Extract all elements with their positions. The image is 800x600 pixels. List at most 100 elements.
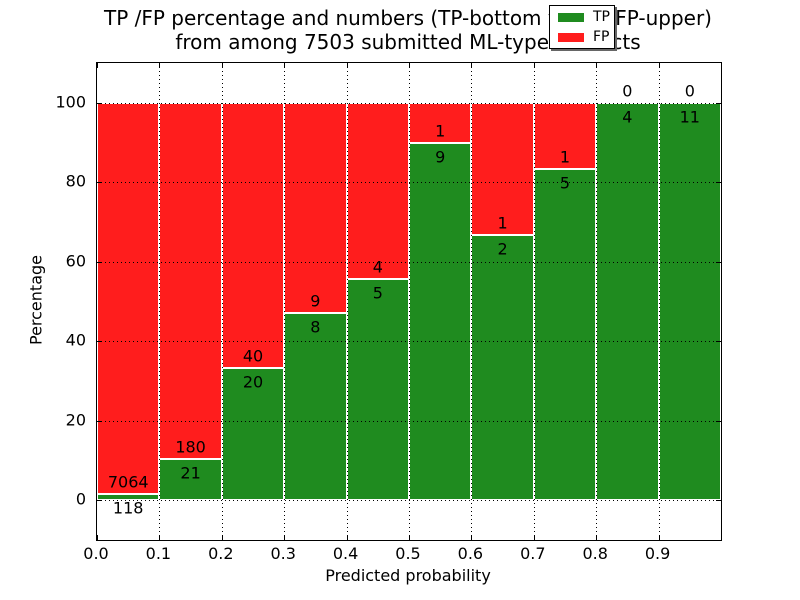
- x-tick-label: 0.4: [332, 544, 359, 563]
- bar-label-tp: 9: [435, 147, 446, 166]
- x-tick: [159, 535, 161, 540]
- x-tick: [284, 63, 286, 68]
- bar-segment-tp: [533, 169, 597, 501]
- bar-label-fp: 1: [435, 121, 446, 140]
- x-tick-label: 0.0: [83, 544, 109, 563]
- bar-label-tp: 5: [559, 173, 571, 193]
- y-tick: [97, 182, 102, 184]
- x-tick: [596, 535, 598, 540]
- legend-swatch-fp: [558, 32, 584, 42]
- x-tick-label: 0.2: [208, 544, 234, 563]
- y-tick: [97, 102, 102, 104]
- x-tick: [284, 535, 286, 540]
- legend-entry-tp: TP: [558, 10, 614, 24]
- x-tick: [159, 63, 161, 68]
- bar-label-fp: 0: [622, 81, 633, 101]
- bar-label-tp: 8: [310, 317, 321, 337]
- y-tick: [716, 102, 721, 104]
- x-gridline: [471, 63, 473, 540]
- x-tick: [409, 63, 410, 68]
- bar-label-tp: 20: [242, 372, 264, 392]
- x-tick: [658, 535, 660, 540]
- y-tick-label: 0: [75, 489, 86, 509]
- y-tick: [716, 261, 721, 263]
- bar-label-tp: 2: [497, 239, 508, 259]
- x-tick: [533, 63, 535, 68]
- legend-label: FP: [593, 29, 610, 45]
- x-tick: [471, 535, 473, 540]
- bar-label-fp: 1: [559, 147, 571, 167]
- x-tick-label: 0.3: [270, 544, 296, 563]
- bar-label-tp: 118: [112, 498, 144, 518]
- y-tick: [97, 500, 102, 502]
- bar-label-fp: 40: [242, 346, 264, 366]
- bar-label-tp: 21: [180, 463, 201, 483]
- y-tick: [716, 500, 721, 502]
- bar-label-tp: 11: [679, 107, 700, 127]
- bar-segment-fp: [533, 102, 597, 169]
- bar-label-tp: 5: [372, 283, 383, 303]
- legend-entry-fp: FP: [558, 30, 614, 44]
- y-tick: [716, 420, 721, 422]
- bar-segment-tp: [346, 279, 409, 501]
- plot-area: 7064 118 180 21 40 20 9 8 4 5 1 9 1 2 1 5 0 4 0 11: [96, 62, 722, 541]
- x-gridline: [658, 63, 660, 540]
- y-tick: [716, 182, 721, 184]
- x-gridline: [284, 63, 286, 540]
- y-tick: [97, 420, 102, 422]
- y-tick-label: 20: [65, 410, 86, 430]
- bar-label-fp: 1: [497, 213, 508, 233]
- bar-segment-fp: [97, 102, 160, 494]
- legend-label: TP: [593, 9, 610, 25]
- bar-segment-fp: [284, 102, 347, 314]
- bar-segment-fp: [346, 102, 409, 280]
- x-tick: [409, 535, 410, 540]
- x-gridline: [409, 63, 410, 540]
- x-tick: [533, 535, 535, 540]
- y-tick-label: 100: [55, 92, 86, 112]
- bar-label-fp: 4: [372, 257, 383, 277]
- y-tick-label: 40: [65, 330, 86, 350]
- bar-segment-tp: [658, 102, 721, 501]
- bar-segment-tp: [97, 493, 160, 501]
- bar-segment-tp: [159, 458, 222, 501]
- bar-segment-tp: [284, 313, 347, 501]
- bar-label-tp: 4: [622, 107, 633, 127]
- x-tick-label: 0.7: [520, 544, 546, 563]
- x-gridline: [533, 63, 535, 540]
- x-tick: [596, 63, 598, 68]
- x-tick: [471, 63, 473, 68]
- x-tick: [346, 535, 348, 540]
- x-gridline: [596, 63, 598, 540]
- bar-label-fp: 9: [310, 291, 321, 311]
- bar-label-fp: 180: [175, 437, 206, 457]
- y-tick: [97, 261, 102, 263]
- bar-segment-tp: [471, 235, 534, 501]
- bar-label-fp: 7064: [107, 472, 149, 492]
- x-tick-label: 0.6: [457, 544, 484, 563]
- chart-title-line2: from among 7503 submitted ML-type contac…: [175, 30, 641, 54]
- x-tick: [221, 63, 223, 68]
- x-gridline: [159, 63, 161, 540]
- y-tick: [97, 341, 102, 343]
- x-axis-label: Predicted probability: [325, 566, 491, 585]
- bar-segment-tp: [409, 142, 472, 501]
- bar-segment-fp: [221, 102, 285, 368]
- x-gridline: [346, 63, 348, 540]
- chart-title-line1: TP /FP percentage and numbers (TP-bottom…: [104, 6, 712, 30]
- x-tick-label: 0.5: [395, 544, 421, 563]
- bar-segment-tp: [596, 102, 659, 501]
- x-tick-label: 0.9: [644, 544, 671, 563]
- x-tick: [221, 535, 223, 540]
- bar-label-fp: 0: [684, 81, 695, 101]
- x-tick-label: 0.1: [145, 544, 172, 563]
- x-tick: [346, 63, 348, 68]
- x-tick-label: 0.8: [582, 544, 608, 563]
- x-tick: [97, 63, 98, 68]
- bar-segment-fp: [159, 102, 222, 459]
- x-gridline: [221, 63, 223, 540]
- bar-segment-fp: [409, 102, 472, 143]
- y-tick-label: 80: [65, 171, 86, 191]
- chart-title: TP /FP percentage and numbers (TP-bottom…: [96, 6, 720, 54]
